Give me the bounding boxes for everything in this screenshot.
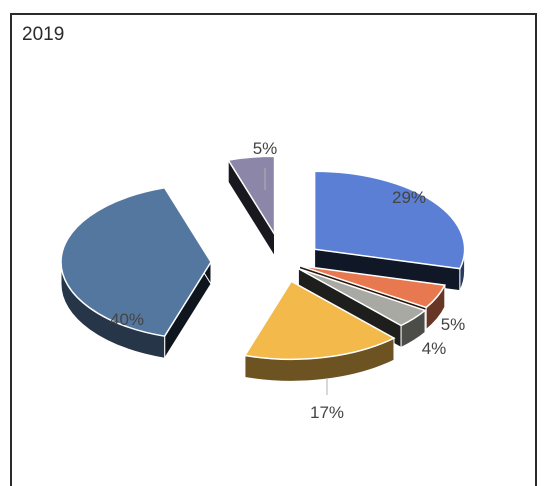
data-label-4: 17% — [310, 403, 344, 422]
data-label-5: 40% — [110, 310, 144, 329]
chart-title: 2019 — [22, 24, 65, 45]
pie-slice-1 — [313, 170, 466, 292]
data-label-6: 5% — [253, 139, 278, 158]
data-label-1: 29% — [392, 188, 426, 207]
data-label-3: 4% — [422, 339, 447, 358]
pie-slice-5 — [60, 186, 212, 360]
pie-slice-4 — [243, 279, 396, 382]
data-label-2: 5% — [441, 315, 466, 334]
pie-slice-6 — [226, 155, 276, 259]
